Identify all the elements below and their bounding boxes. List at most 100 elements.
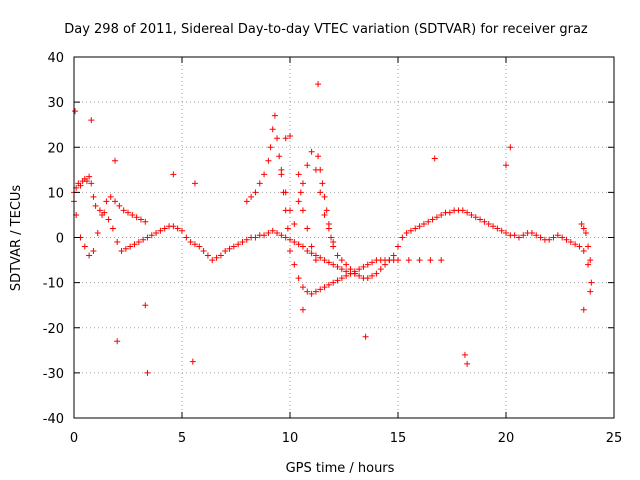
data-point bbox=[407, 227, 414, 234]
data-point bbox=[299, 180, 306, 187]
data-point bbox=[520, 232, 527, 239]
data-point bbox=[308, 148, 315, 155]
data-point bbox=[99, 211, 106, 218]
data-point bbox=[196, 243, 203, 250]
data-point bbox=[325, 281, 332, 288]
data-point bbox=[148, 232, 155, 239]
data-point bbox=[347, 266, 354, 273]
data-point bbox=[261, 171, 268, 178]
data-point bbox=[403, 229, 410, 236]
data-point bbox=[312, 257, 319, 264]
data-point bbox=[485, 220, 492, 227]
data-point bbox=[587, 288, 594, 295]
data-point bbox=[416, 257, 423, 264]
data-point bbox=[572, 241, 579, 248]
data-point bbox=[477, 216, 484, 223]
data-point bbox=[112, 198, 119, 205]
data-point bbox=[284, 225, 291, 232]
data-point bbox=[90, 248, 97, 255]
data-point bbox=[459, 207, 466, 214]
data-point bbox=[334, 277, 341, 284]
data-point bbox=[416, 223, 423, 230]
data-point bbox=[204, 252, 211, 259]
y-tick-label: 30 bbox=[47, 96, 64, 111]
y-tick-label: -30 bbox=[43, 367, 64, 382]
data-point bbox=[299, 243, 306, 250]
data-point bbox=[323, 207, 330, 214]
data-point bbox=[580, 225, 587, 232]
data-point bbox=[559, 234, 566, 241]
data-point bbox=[276, 153, 283, 160]
data-point bbox=[239, 239, 246, 246]
data-point bbox=[304, 162, 311, 169]
data-point bbox=[287, 207, 293, 214]
data-point bbox=[191, 241, 198, 248]
data-point bbox=[183, 234, 190, 241]
data-point bbox=[338, 275, 345, 282]
data-point bbox=[274, 135, 281, 142]
data-point bbox=[356, 272, 363, 279]
data-point bbox=[405, 257, 412, 264]
data-point bbox=[308, 243, 315, 250]
data-point bbox=[427, 257, 434, 264]
data-point bbox=[287, 236, 293, 243]
data-point bbox=[127, 243, 134, 250]
data-point bbox=[282, 234, 289, 241]
data-point bbox=[494, 225, 501, 232]
data-point bbox=[282, 135, 289, 142]
data-point bbox=[321, 257, 328, 264]
data-point bbox=[88, 180, 95, 187]
data-point bbox=[153, 229, 160, 236]
data-point bbox=[438, 211, 445, 218]
data-point bbox=[282, 189, 289, 196]
data-point bbox=[420, 220, 427, 227]
data-point bbox=[321, 193, 328, 200]
data-point bbox=[515, 234, 522, 241]
data-point bbox=[395, 243, 401, 250]
data-point bbox=[537, 234, 544, 241]
y-axis-label: SDTVAR / TECUs bbox=[9, 185, 24, 292]
data-point bbox=[88, 117, 95, 124]
data-point bbox=[308, 250, 315, 257]
data-point bbox=[425, 218, 432, 225]
data-point bbox=[315, 153, 322, 160]
y-tick-label: 40 bbox=[47, 51, 64, 66]
data-point bbox=[120, 207, 127, 214]
data-point bbox=[528, 229, 535, 236]
data-point bbox=[364, 261, 371, 268]
data-point bbox=[114, 338, 121, 345]
data-point bbox=[103, 198, 110, 205]
data-point bbox=[72, 108, 79, 115]
data-point bbox=[321, 211, 328, 218]
data-point bbox=[304, 225, 311, 232]
y-tick-label: -20 bbox=[43, 322, 64, 337]
y-tick-label: 0 bbox=[56, 232, 64, 247]
data-point bbox=[116, 202, 123, 209]
data-point bbox=[299, 306, 306, 313]
data-point bbox=[587, 257, 594, 264]
data-point bbox=[308, 290, 315, 297]
data-point bbox=[550, 234, 557, 241]
data-point bbox=[330, 279, 337, 286]
data-point bbox=[580, 306, 587, 313]
data-point bbox=[217, 252, 224, 259]
data-point bbox=[90, 193, 97, 200]
data-point bbox=[429, 216, 436, 223]
data-point bbox=[274, 229, 281, 236]
data-point bbox=[507, 144, 514, 151]
y-tick-label: 20 bbox=[47, 141, 64, 156]
data-point bbox=[334, 252, 341, 259]
data-point bbox=[105, 216, 112, 223]
data-point bbox=[576, 243, 583, 250]
data-point bbox=[431, 155, 438, 162]
x-tick-label: 20 bbox=[498, 431, 515, 446]
data-point bbox=[304, 248, 311, 255]
data-point bbox=[299, 284, 306, 291]
data-point bbox=[317, 189, 324, 196]
data-point bbox=[278, 232, 285, 239]
data-points bbox=[71, 81, 595, 376]
data-point bbox=[243, 198, 250, 205]
data-point bbox=[360, 263, 367, 270]
data-point bbox=[157, 227, 164, 234]
